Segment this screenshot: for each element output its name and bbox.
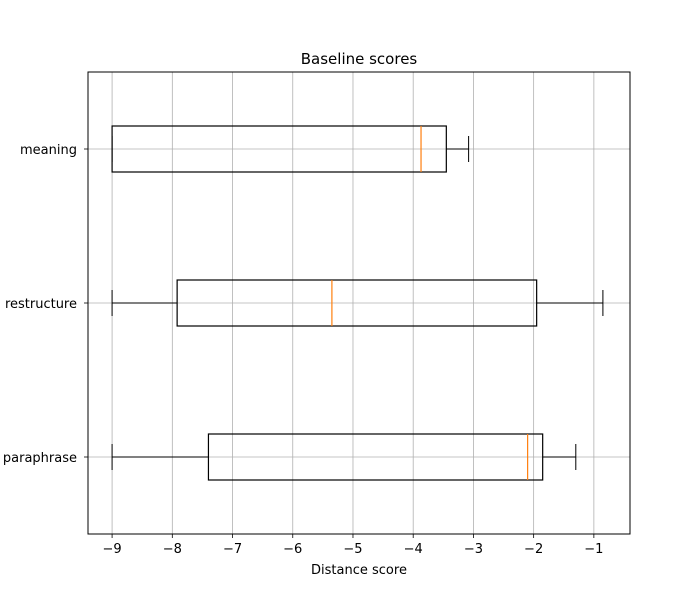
iqr-box [176, 279, 538, 327]
y-tick-label-paraphrase: paraphrase [3, 451, 77, 466]
x-tick-label: −4 [404, 542, 423, 557]
x-tick-label: −1 [584, 542, 603, 557]
x-tick-label: −8 [163, 542, 182, 557]
x-tick-label: −6 [283, 542, 302, 557]
chart-title: Baseline scores [301, 50, 418, 68]
x-axis-ticks: −9 −8 −7 −6 −5 −4 −3 −2 −1 [103, 534, 603, 557]
y-axis-ticks: paraphrase restructure meaning [3, 143, 88, 466]
box-restructure [111, 279, 604, 327]
x-axis-label: Distance score [311, 563, 407, 578]
x-tick-label: −7 [223, 542, 242, 557]
y-tick-label-meaning: meaning [20, 143, 77, 158]
box-paraphrase [111, 433, 577, 481]
y-tick-label-restructure: restructure [5, 297, 77, 312]
box-series [111, 125, 604, 481]
x-tick-label: −5 [343, 542, 362, 557]
iqr-box [111, 125, 447, 173]
x-tick-label: −2 [524, 542, 543, 557]
x-tick-label: −9 [103, 542, 122, 557]
x-tick-label: −3 [464, 542, 483, 557]
box-meaning [111, 125, 470, 173]
iqr-box [207, 433, 544, 481]
